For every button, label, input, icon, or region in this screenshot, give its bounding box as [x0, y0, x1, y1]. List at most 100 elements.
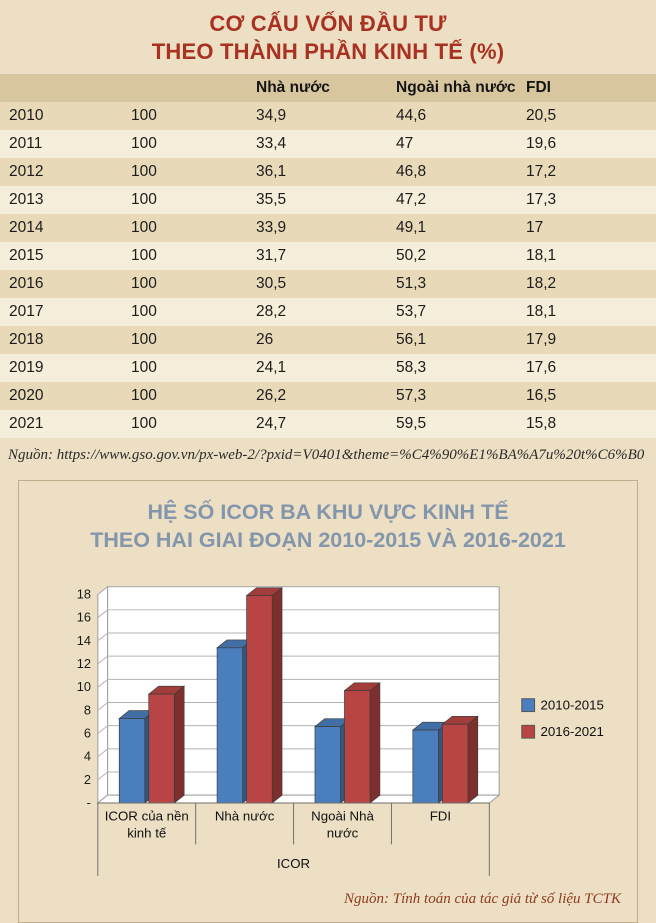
- value-cell: 100: [131, 275, 157, 293]
- value-cell: 100: [131, 163, 157, 181]
- value-cell: 17,9: [526, 331, 557, 349]
- value-cell: 59,5: [396, 415, 427, 433]
- table-header-row: Nhà nước Ngoài nhà nước FDI: [0, 74, 656, 103]
- column-header-year: [0, 74, 130, 103]
- value-cell: 19,6: [526, 135, 557, 153]
- value-cell: 50,2: [396, 247, 427, 265]
- svg-text:10: 10: [77, 679, 91, 694]
- table-row: 2021 100 24,7 59,5 15,8: [0, 410, 656, 439]
- chart-source-note: Nguồn: Tính toán của tác giả từ số liệu …: [344, 890, 621, 907]
- bar-series1-cat0: [148, 693, 175, 804]
- icor-chart-panel: HỆ SỐ ICOR BA KHU VỰC KINH TẾ THEO HAI G…: [18, 480, 638, 923]
- value-cell: 28,2: [256, 303, 287, 321]
- year-cell: 2016: [9, 275, 44, 293]
- year-cell: 2014: [9, 219, 44, 237]
- value-cell: 46,8: [396, 163, 427, 181]
- table-row: 2020 100 26,2 57,3 16,5: [0, 382, 656, 411]
- year-cell: 2019: [9, 359, 44, 377]
- value-cell: 44,6: [396, 107, 427, 125]
- table-title-line2: THEO THÀNH PHẦN KINH TẾ (%): [151, 39, 505, 65]
- y-axis-tick-labels: - 2 4 6 8 10 12 14 16 18: [77, 587, 91, 811]
- year-cell: 2011: [9, 135, 43, 153]
- value-cell: 26: [256, 331, 274, 349]
- year-cell: 2020: [9, 387, 44, 405]
- bar-series1-cat3: [442, 724, 469, 804]
- value-cell: 26,2: [256, 387, 287, 405]
- value-cell: 34,9: [256, 107, 287, 125]
- table-title-line1: CƠ CẤU VỐN ĐẦU TƯ: [209, 11, 447, 36]
- bar-series1-cat1: [246, 595, 273, 804]
- year-cell: 2015: [9, 247, 44, 265]
- svg-text:-: -: [87, 795, 91, 810]
- value-cell: 31,7: [256, 247, 287, 265]
- year-cell: 2017: [9, 303, 44, 321]
- value-cell: 17,2: [526, 163, 557, 181]
- svg-text:16: 16: [77, 610, 91, 625]
- value-cell: 20,5: [526, 107, 557, 125]
- value-cell: 36,1: [256, 163, 287, 181]
- value-cell: 100: [131, 303, 157, 321]
- svg-text:2016-2021: 2016-2021: [540, 724, 603, 739]
- svg-text:Ngoài Nhà: Ngoài Nhà: [311, 809, 374, 824]
- svg-text:12: 12: [77, 656, 91, 671]
- value-cell: 100: [131, 135, 157, 153]
- chart-legend: 2010-2015 2016-2021: [521, 698, 604, 739]
- bar-series0-cat1: [216, 647, 244, 804]
- table-body: 2010 100 34,9 44,6 20,5 2011 100 33,4 47 19,6 2012…: [0, 102, 656, 439]
- table-row: 2016 100 30,5 51,3 18,2: [0, 270, 656, 299]
- table-row: 2013 100 35,5 47,2 17,3: [0, 186, 656, 215]
- svg-text:ICOR: ICOR: [277, 856, 310, 871]
- value-cell: 24,1: [256, 359, 287, 377]
- value-cell: 16,5: [526, 387, 557, 405]
- svg-text:2010-2015: 2010-2015: [540, 698, 603, 713]
- svg-text:4: 4: [84, 749, 91, 764]
- svg-text:FDI: FDI: [430, 809, 451, 824]
- svg-text:18: 18: [77, 587, 91, 602]
- column-header-total: [130, 74, 255, 103]
- table-row: 2012 100 36,1 46,8 17,2: [0, 158, 656, 187]
- bar-series0-cat0: [118, 718, 146, 804]
- svg-text:nước: nước: [327, 826, 359, 841]
- svg-text:kinh tế: kinh tế: [127, 826, 167, 841]
- value-cell: 100: [131, 387, 157, 405]
- icor-bar-chart: - 2 4 6 8 10 12 14 16 18 ICOR của nền kinh…: [77, 585, 604, 877]
- value-cell: 17: [526, 219, 544, 237]
- value-cell: 53,7: [396, 303, 427, 321]
- svg-text:Nhà nước: Nhà nước: [215, 809, 275, 824]
- value-cell: 100: [131, 191, 157, 209]
- value-cell: 51,3: [396, 275, 427, 293]
- year-cell: 2013: [9, 191, 44, 209]
- value-cell: 100: [131, 359, 157, 377]
- value-cell: 100: [131, 219, 157, 237]
- svg-text:ICOR của nền: ICOR của nền: [105, 809, 189, 824]
- table-title: CƠ CẤU VỐN ĐẦU TƯ THEO THÀNH PHẦN KINH T…: [0, 0, 656, 66]
- table-row: 2018 100 26 56,1 17,9: [0, 326, 656, 355]
- year-cell: 2010: [9, 107, 44, 125]
- value-cell: 100: [131, 247, 157, 265]
- bar-series0-cat3: [412, 729, 439, 804]
- value-cell: 47: [396, 135, 414, 153]
- table-row: 2011 100 33,4 47 19,6: [0, 130, 656, 159]
- svg-text:2: 2: [84, 772, 91, 787]
- table-row: 2015 100 31,7 50,2 18,1: [0, 242, 656, 271]
- chart-title: HỆ SỐ ICOR BA KHU VỰC KINH TẾ THEO HAI G…: [27, 499, 629, 555]
- icor-chart: - 2 4 6 8 10 12 14 16 18 ICOR của nền kinh…: [27, 565, 629, 887]
- value-cell: 35,5: [256, 191, 287, 209]
- column-header-state: Nhà nước: [255, 74, 395, 103]
- table-row: 2010 100 34,9 44,6 20,5: [0, 102, 656, 131]
- value-cell: 17,6: [526, 359, 557, 377]
- year-cell: 2021: [9, 415, 44, 433]
- chart-bars: [118, 587, 479, 804]
- value-cell: 47,2: [396, 191, 427, 209]
- bar-series1-cat2: [344, 690, 371, 804]
- table-row: 2017 100 28,2 53,7 18,1: [0, 298, 656, 327]
- value-cell: 33,9: [256, 219, 287, 237]
- value-cell: 18,1: [526, 247, 557, 265]
- value-cell: 100: [131, 107, 157, 125]
- year-cell: 2012: [9, 163, 44, 181]
- column-header-fdi: FDI: [525, 74, 656, 103]
- value-cell: 100: [131, 331, 157, 349]
- x-axis: ICOR của nền kinh tế Nhà nước Ngoài Nhà nước…: [97, 802, 490, 877]
- investment-structure-table: Nhà nước Ngoài nhà nước FDI 2010 100 34,9 4…: [0, 74, 656, 439]
- value-cell: 57,3: [396, 387, 427, 405]
